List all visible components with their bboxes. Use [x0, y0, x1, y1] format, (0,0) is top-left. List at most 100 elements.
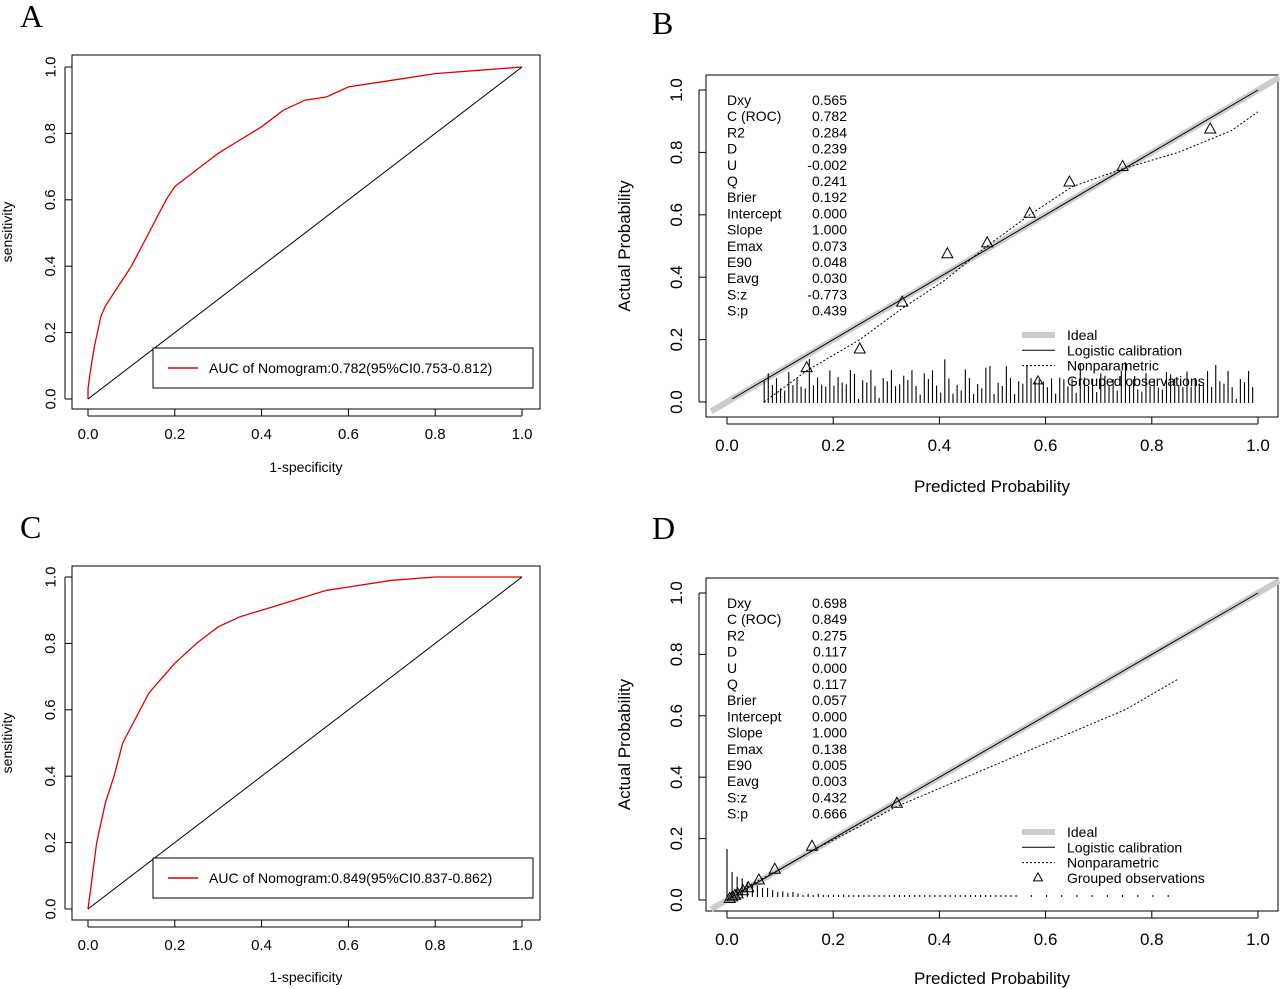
legend-grouped-swatch: [1032, 374, 1044, 385]
stat-value: 0.138: [812, 741, 847, 757]
y-tick-label: 0.4: [667, 265, 686, 289]
plot-frame: [71, 54, 541, 410]
stat-value: 0.275: [812, 627, 847, 643]
grouped-observation: [1203, 121, 1217, 134]
stat-value: 0.117: [813, 644, 847, 660]
panel-label: A: [20, 0, 43, 34]
stat-name: D: [727, 644, 737, 660]
roc-curve: [87, 66, 523, 399]
grouped-observation: [895, 295, 909, 307]
legend-label: Logistic calibration: [1067, 839, 1182, 855]
stat-value: 0.000: [812, 205, 847, 221]
x-tick-label: 0.6: [1034, 436, 1058, 455]
x-tick-label: 1.0: [1246, 930, 1270, 949]
y-tick-label: 0.6: [667, 704, 686, 728]
grouped-observation: [736, 883, 750, 896]
legend-label: Grouped observations: [1067, 870, 1205, 886]
panel-label: D: [652, 510, 675, 546]
stat-value: 0.241: [812, 173, 847, 189]
stat-value: 0.432: [812, 789, 847, 805]
x-tick-label: 0.4: [251, 426, 272, 443]
stat-value: 0.849: [812, 611, 847, 627]
grouped-observation: [741, 880, 755, 893]
legend-label: Ideal: [1067, 327, 1097, 343]
plot-frame: [705, 577, 1279, 912]
grouped-observation: [752, 873, 766, 885]
x-tick-label: 1.0: [1246, 436, 1270, 455]
y-tick-label: 0.6: [667, 203, 686, 227]
y-tick-label: 0.4: [42, 766, 59, 787]
stat-value: 0.239: [812, 141, 847, 157]
stat-value: 0.000: [812, 660, 847, 676]
stat-name: Slope: [727, 222, 763, 238]
x-tick-label: 0.0: [78, 426, 99, 443]
y-axis-label: sensitivity: [0, 202, 15, 263]
y-tick-label: 0.8: [667, 141, 686, 165]
y-tick-label: 0.2: [42, 322, 59, 343]
stat-name: S:p: [727, 806, 748, 822]
x-tick-label: 0.4: [928, 436, 952, 455]
stat-name: Brier: [727, 189, 757, 205]
stat-value: 0.117: [813, 676, 847, 692]
y-tick-label: 0.2: [667, 328, 686, 352]
x-tick-label: 0.4: [251, 937, 272, 954]
panel-label: B: [652, 5, 673, 41]
y-tick-label: 0.4: [667, 765, 686, 789]
x-tick-label: 1.0: [512, 937, 533, 954]
stat-value: 0.698: [812, 595, 847, 611]
x-tick-label: 0.8: [425, 937, 446, 954]
roc-curve: [87, 576, 522, 910]
y-tick-label: 0.0: [42, 389, 59, 410]
y-tick-label: 0.2: [667, 827, 686, 851]
stat-value: 0.192: [812, 189, 847, 205]
x-axis-label: Predicted Probability: [914, 477, 1070, 496]
x-axis-label: 1-specificity: [269, 459, 342, 475]
stat-name: Emax: [727, 238, 763, 254]
y-tick-label: 1.0: [42, 567, 59, 588]
logistic-calibration-line: [726, 592, 1259, 901]
stat-name: R2: [727, 124, 745, 140]
x-tick-label: 0.8: [1140, 930, 1164, 949]
grouped-observation: [731, 886, 744, 899]
x-tick-label: 0.0: [715, 930, 739, 949]
plot-frame: [71, 565, 541, 921]
x-tick-label: 1.0: [512, 426, 533, 443]
logistic-calibration-line: [732, 89, 1259, 400]
y-tick-label: 1.0: [42, 57, 59, 78]
y-tick-label: 0.8: [42, 123, 59, 144]
stat-name: Dxy: [727, 92, 751, 108]
stat-value: 0.439: [812, 303, 847, 319]
stat-name: S:z: [727, 286, 747, 302]
y-tick-label: 0.0: [667, 390, 686, 414]
legend-label: Logistic calibration: [1067, 342, 1182, 358]
x-tick-label: 0.0: [715, 436, 739, 455]
legend-label: Nonparametric: [1067, 358, 1159, 374]
panel-b: B 0.0 0.2 0.4 0.6 0.8 1.0 0.0 0.2 0.4 0.6 0.8 1.0 Pre…: [615, 5, 1280, 496]
grouped-observation: [853, 341, 867, 354]
stat-value: 0.073: [812, 238, 847, 254]
nonparametric-curve: [726, 678, 1179, 901]
stat-name: S:z: [727, 789, 747, 805]
legend-label: Ideal: [1067, 824, 1097, 840]
y-tick-label: 0.0: [667, 888, 686, 912]
stat-name: Intercept: [727, 708, 782, 724]
stat-name: Q: [727, 676, 738, 692]
panel-a: A 0.0 0.2 0.4 0.6 0.8 1.0 0.0 0.2 0.4 0.6 0.8 1.0 1-s…: [0, 0, 541, 475]
panel-c: C 0.0 0.2 0.4 0.6 0.8 1.0 0.0 0.2 0.4 0.6 0.8 1.0 1-s…: [0, 509, 541, 985]
y-axis-label: Actual Probability: [615, 678, 634, 810]
grouped-observation: [1063, 175, 1076, 187]
stat-name: Brier: [727, 692, 757, 708]
y-tick-label: 1.0: [667, 78, 686, 102]
stat-name: C (ROC): [727, 611, 781, 627]
reference-diagonal: [87, 66, 523, 400]
legend-label: Nonparametric: [1067, 855, 1159, 871]
y-tick-label: 0.2: [42, 832, 59, 853]
nonparametric-curve: [763, 111, 1259, 403]
stat-name: C (ROC): [727, 108, 781, 124]
stat-value: 0.782: [812, 108, 847, 124]
plot-frame: [705, 74, 1279, 418]
grouped-observation: [980, 235, 994, 248]
stat-name: E90: [727, 254, 752, 270]
stat-value: 1.000: [812, 222, 847, 238]
grouped-observation: [941, 246, 954, 259]
